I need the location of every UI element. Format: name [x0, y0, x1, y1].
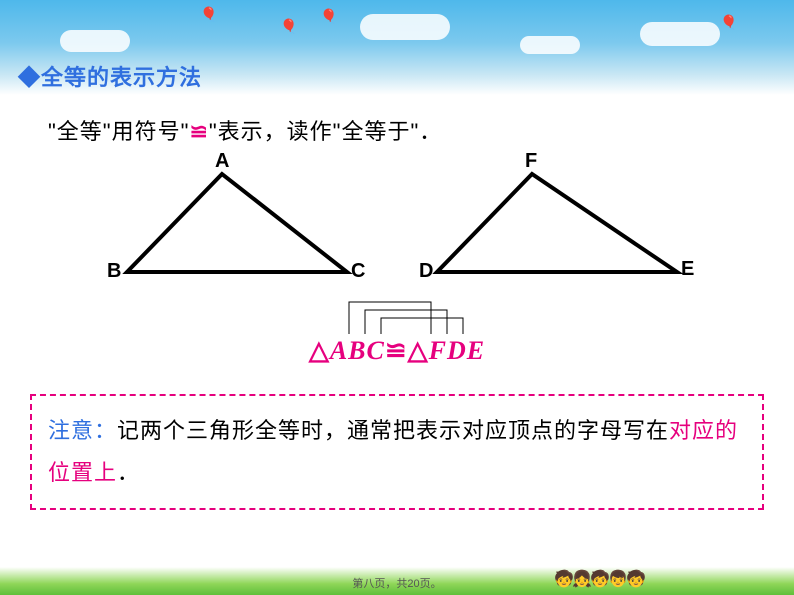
triangle-abc-svg: [107, 152, 367, 292]
explain-part1: "全等"用符号": [48, 119, 189, 144]
congruent-sym: ≌: [385, 336, 408, 365]
page-indicator: 第八页，共20页。: [0, 575, 794, 591]
congruent-symbol: ≌: [189, 119, 208, 144]
note-body2: ．: [117, 460, 140, 485]
tri-sym-1: △: [309, 336, 330, 365]
vertex-b: B: [107, 260, 121, 283]
triangle-diagram: A B C F D E: [0, 152, 794, 292]
note-head: 注意：: [48, 418, 117, 443]
vertex-d: D: [419, 260, 433, 283]
diamond-icon: ◆: [18, 65, 41, 90]
letters-fde: FDE: [429, 336, 485, 365]
explain-part2: "表示，读作"全等于"．: [209, 119, 442, 144]
letters-abc: ABC: [330, 336, 385, 365]
vertex-e: E: [681, 258, 694, 281]
triangle-fde-svg: [427, 152, 687, 292]
correspondence-brackets: [277, 294, 517, 336]
vertex-c: C: [351, 260, 365, 283]
triangle-fde: F D E: [427, 152, 687, 292]
tri-sym-2: △: [408, 336, 429, 365]
vertex-a: A: [215, 150, 229, 173]
note-body1: 记两个三角形全等时，通常把表示对应顶点的字母写在: [117, 418, 669, 443]
vertex-f: F: [525, 150, 537, 173]
section-title: ◆全等的表示方法: [18, 60, 794, 92]
congruence-statement: △ABC≌△FDE: [0, 294, 794, 366]
note-box: 注意：记两个三角形全等时，通常把表示对应顶点的字母写在对应的位置上．: [30, 394, 764, 510]
explanation-line: "全等"用符号"≌"表示，读作"全等于"．: [48, 114, 794, 146]
triangle-abc: A B C: [107, 152, 367, 292]
title-text: 全等的表示方法: [41, 65, 202, 90]
